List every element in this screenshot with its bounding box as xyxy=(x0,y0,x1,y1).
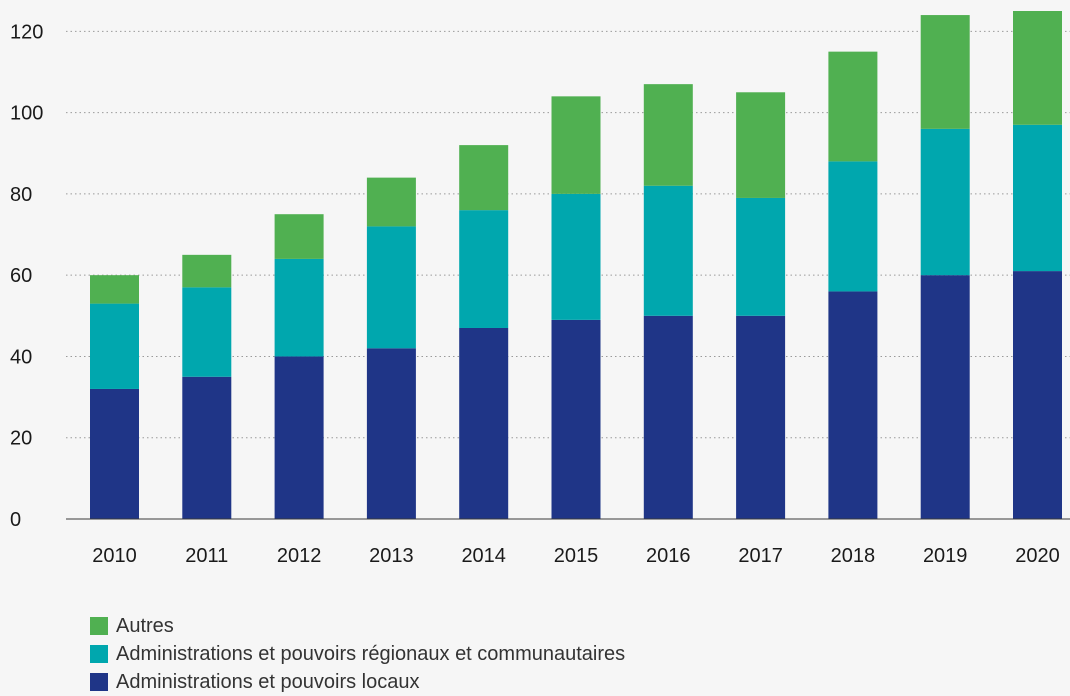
legend-swatch-locaux xyxy=(90,673,108,691)
x-tick-label: 2020 xyxy=(1015,545,1060,567)
x-tick-label: 2017 xyxy=(738,545,783,567)
bar-segment-2010-0 xyxy=(90,388,139,519)
bar-segment-2018-2 xyxy=(828,51,878,162)
bar-segment-2016-1 xyxy=(643,185,693,316)
x-tick-label: 2015 xyxy=(554,545,599,567)
bar-segment-2020-1 xyxy=(1013,124,1062,272)
bar-segment-2019-0 xyxy=(920,275,970,519)
x-tick-label: 2014 xyxy=(461,545,506,567)
bar-segment-2011-0 xyxy=(182,376,232,519)
bar-segment-2011-2 xyxy=(182,254,232,288)
x-tick-label: 2012 xyxy=(277,545,322,567)
bar-segment-2010-2 xyxy=(90,275,139,304)
bar-segment-2017-0 xyxy=(736,315,786,519)
bar-segment-2012-2 xyxy=(274,214,324,259)
bars-layer xyxy=(90,11,1062,519)
bar-segment-2015-0 xyxy=(551,319,601,519)
y-tick-label: 100 xyxy=(10,103,43,125)
bar-segment-2020-0 xyxy=(1013,271,1062,519)
y-tick-label: 0 xyxy=(10,509,21,531)
legend-item-locaux: Administrations et pouvoirs locaux xyxy=(90,668,625,696)
legend-label-locaux: Administrations et pouvoirs locaux xyxy=(116,670,420,693)
bar-segment-2014-2 xyxy=(459,145,509,211)
bar-segment-2012-1 xyxy=(274,258,324,357)
y-tick-label: 20 xyxy=(10,428,32,450)
axis-layer: 0 20 40 60 80 100 120 2010 2011 2012 2013 2014 2015 2… xyxy=(10,21,1070,567)
y-tick-label: 120 xyxy=(10,21,43,43)
bar-segment-2019-1 xyxy=(920,128,970,276)
legend-swatch-regionaux xyxy=(90,645,108,663)
bar-segment-2018-1 xyxy=(828,161,878,292)
bar-segment-2015-1 xyxy=(551,193,601,320)
bar-segment-2016-2 xyxy=(643,84,693,186)
bar-segment-2010-1 xyxy=(90,303,139,389)
x-tick-label: 2013 xyxy=(369,545,414,567)
bar-segment-2013-1 xyxy=(366,226,416,349)
stacked-bar-chart: 0 20 40 60 80 100 120 2010 2011 2012 2013 2014 2015 2… xyxy=(10,11,1070,567)
bar-segment-2017-1 xyxy=(736,197,786,316)
legend: Autres Administrations et pouvoirs régio… xyxy=(90,612,625,696)
legend-swatch-autres xyxy=(90,617,108,635)
legend-item-regionaux: Administrations et pouvoirs régionaux et… xyxy=(90,640,625,668)
bar-segment-2011-1 xyxy=(182,287,232,377)
y-tick-label: 80 xyxy=(10,184,32,206)
y-tick-label: 40 xyxy=(10,346,32,368)
legend-item-autres: Autres xyxy=(90,612,625,640)
x-tick-label: 2011 xyxy=(185,545,228,567)
bar-segment-2016-0 xyxy=(643,315,693,519)
bar-segment-2015-2 xyxy=(551,96,601,194)
bar-segment-2014-1 xyxy=(459,210,509,328)
bar-segment-2017-2 xyxy=(736,92,786,198)
x-tick-label: 2016 xyxy=(646,545,691,567)
legend-label-autres: Autres xyxy=(116,614,174,637)
legend-label-regionaux: Administrations et pouvoirs régionaux et… xyxy=(116,642,626,665)
bar-segment-2013-2 xyxy=(366,177,416,227)
bar-segment-2014-0 xyxy=(459,327,509,519)
x-tick-label: 2019 xyxy=(923,545,968,567)
x-tick-label: 2018 xyxy=(831,545,876,567)
grid-layer xyxy=(66,30,1070,439)
bar-segment-2013-0 xyxy=(366,348,416,519)
bar-segment-2019-2 xyxy=(920,15,970,129)
bar-segment-2018-0 xyxy=(828,291,878,519)
y-tick-label: 60 xyxy=(10,265,32,287)
bar-segment-2012-0 xyxy=(274,356,324,519)
bar-segment-2020-2 xyxy=(1013,11,1062,125)
x-tick-label: 2010 xyxy=(92,545,137,567)
